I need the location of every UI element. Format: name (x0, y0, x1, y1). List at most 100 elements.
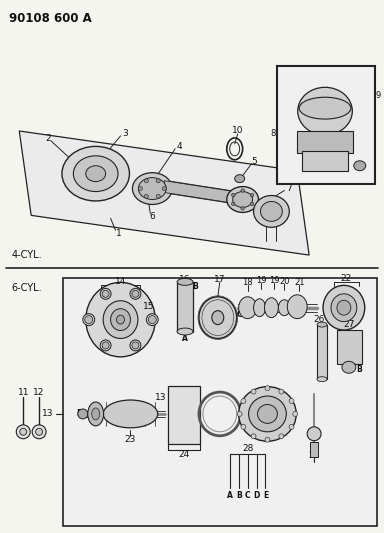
Ellipse shape (132, 173, 172, 205)
Ellipse shape (177, 278, 193, 285)
Bar (317, 325, 327, 379)
Ellipse shape (103, 301, 138, 338)
Text: 14: 14 (115, 277, 126, 286)
Text: A: A (182, 334, 188, 343)
Ellipse shape (265, 386, 270, 391)
Text: 25: 25 (308, 451, 320, 460)
Text: 5: 5 (252, 157, 257, 166)
Ellipse shape (241, 424, 246, 429)
Text: D: D (253, 491, 260, 500)
Text: 15: 15 (142, 302, 154, 311)
Ellipse shape (253, 299, 265, 317)
Ellipse shape (265, 298, 278, 318)
Bar (310, 442, 318, 457)
Text: 2: 2 (45, 134, 51, 143)
Ellipse shape (241, 189, 244, 192)
Ellipse shape (265, 437, 270, 442)
Text: 90108 600 A: 90108 600 A (9, 12, 92, 25)
Ellipse shape (132, 342, 139, 349)
Text: 8: 8 (270, 130, 275, 139)
Text: 6-CYL.: 6-CYL. (11, 283, 42, 293)
Ellipse shape (279, 434, 284, 439)
Ellipse shape (111, 309, 131, 330)
Ellipse shape (102, 342, 109, 349)
Bar (177, 282, 193, 332)
Ellipse shape (85, 316, 93, 324)
Ellipse shape (83, 313, 95, 326)
Text: 18: 18 (242, 278, 253, 287)
Bar (168, 386, 200, 443)
Ellipse shape (307, 427, 321, 441)
Polygon shape (164, 181, 235, 204)
Text: 17: 17 (214, 276, 225, 285)
Ellipse shape (289, 399, 294, 403)
Text: C: C (237, 310, 242, 319)
Ellipse shape (144, 195, 148, 198)
Ellipse shape (233, 191, 253, 207)
Ellipse shape (86, 166, 106, 182)
Ellipse shape (130, 288, 141, 300)
Ellipse shape (73, 156, 118, 191)
Text: 7: 7 (286, 184, 292, 193)
Ellipse shape (289, 424, 294, 429)
Ellipse shape (279, 389, 284, 394)
Ellipse shape (239, 297, 257, 319)
Text: 6: 6 (149, 212, 155, 221)
Text: B: B (368, 173, 373, 179)
Ellipse shape (132, 290, 139, 297)
Ellipse shape (62, 147, 129, 201)
Ellipse shape (36, 429, 43, 435)
Ellipse shape (258, 405, 277, 423)
Ellipse shape (130, 340, 141, 351)
Text: 11: 11 (18, 387, 29, 397)
Text: 12: 12 (33, 387, 45, 397)
Ellipse shape (212, 311, 224, 325)
Text: C: C (245, 491, 250, 500)
Ellipse shape (260, 201, 282, 221)
Text: D: D (349, 309, 355, 318)
Ellipse shape (78, 409, 88, 419)
Ellipse shape (287, 295, 307, 319)
Ellipse shape (241, 399, 246, 403)
Ellipse shape (177, 328, 193, 335)
Ellipse shape (92, 408, 100, 420)
Text: 21: 21 (294, 278, 305, 287)
Ellipse shape (232, 193, 235, 197)
Ellipse shape (232, 202, 235, 206)
Ellipse shape (331, 294, 357, 321)
Text: 16: 16 (179, 276, 191, 285)
Bar (277, 67, 375, 183)
Text: 9: 9 (376, 91, 381, 100)
Ellipse shape (102, 290, 109, 297)
Ellipse shape (239, 386, 296, 441)
Ellipse shape (138, 177, 166, 199)
Polygon shape (19, 131, 309, 255)
Ellipse shape (299, 97, 351, 119)
Text: 27: 27 (343, 320, 354, 329)
Ellipse shape (100, 340, 111, 351)
Ellipse shape (323, 285, 365, 330)
Text: E: E (76, 409, 81, 418)
Ellipse shape (235, 175, 245, 183)
Bar (302, 151, 348, 171)
Text: 19: 19 (269, 277, 280, 285)
Text: B: B (356, 365, 362, 374)
Ellipse shape (100, 288, 111, 300)
Ellipse shape (32, 425, 46, 439)
Ellipse shape (86, 282, 155, 357)
Bar (63, 278, 377, 526)
Ellipse shape (146, 313, 158, 326)
Text: 28: 28 (242, 444, 253, 453)
Ellipse shape (278, 300, 290, 316)
Ellipse shape (144, 179, 148, 183)
Text: 20: 20 (279, 277, 290, 286)
Ellipse shape (251, 389, 256, 394)
Ellipse shape (250, 193, 254, 197)
Ellipse shape (251, 434, 256, 439)
Ellipse shape (241, 207, 244, 210)
Text: 13: 13 (41, 409, 53, 418)
Ellipse shape (148, 316, 156, 324)
Text: 13: 13 (154, 392, 166, 401)
Text: 4: 4 (176, 142, 182, 151)
Ellipse shape (199, 297, 237, 338)
